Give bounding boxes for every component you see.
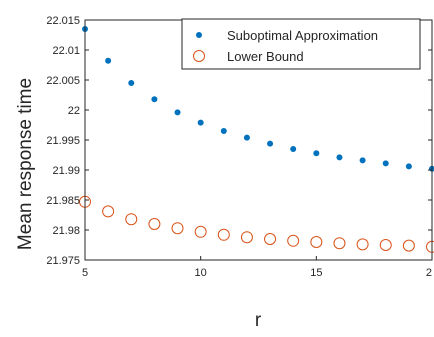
data-points <box>79 26 434 253</box>
data-point-lower-bound <box>264 233 277 245</box>
data-point-suboptimal-approximation <box>220 128 227 134</box>
legend-label-suboptimal-approximation: Suboptimal Approximation <box>227 28 378 43</box>
y-tick-label: 21.995 <box>46 135 80 147</box>
y-tick-label: 21.985 <box>46 195 80 207</box>
legend: Suboptimal Approximation Lower Bound <box>181 18 421 70</box>
y-tick-label: 21.98 <box>52 225 80 237</box>
x-tick-label: 15 <box>310 267 322 279</box>
data-point-suboptimal-approximation <box>197 119 204 126</box>
data-point-lower-bound <box>426 240 434 253</box>
y-tick-label: 21.975 <box>46 255 80 267</box>
data-point-suboptimal-approximation <box>313 150 320 157</box>
data-point-suboptimal-approximation <box>105 57 112 64</box>
data-point-lower-bound <box>356 238 369 251</box>
y-tick-label: 22 <box>68 105 80 117</box>
data-point-lower-bound <box>125 213 138 226</box>
x-tick-label: 5 <box>82 267 88 279</box>
data-point-suboptimal-approximation <box>336 154 343 161</box>
data-point-lower-bound <box>217 228 230 241</box>
data-point-lower-bound <box>194 225 207 238</box>
x-tick-label: 2 <box>426 267 432 279</box>
legend-marker-suboptimal-approximation <box>196 32 202 38</box>
data-point-suboptimal-approximation <box>151 96 158 103</box>
data-point-suboptimal-approximation <box>290 146 297 152</box>
data-point-lower-bound <box>333 237 346 250</box>
data-point-suboptimal-approximation <box>405 163 412 170</box>
legend-box <box>181 18 421 70</box>
y-tick-label: 21.99 <box>52 165 80 177</box>
legend-label-lower-bound: Lower Bound <box>227 49 304 64</box>
data-point-suboptimal-approximation <box>128 80 135 86</box>
data-point-suboptimal-approximation <box>359 157 366 164</box>
x-axis-label: r <box>255 310 262 331</box>
data-point-suboptimal-approximation <box>382 160 389 167</box>
data-point-lower-bound <box>310 236 323 248</box>
data-point-lower-bound <box>240 231 253 244</box>
data-point-lower-bound <box>402 239 415 252</box>
axis-ticks: 21.975 21.98 21.985 21.99 21.995 22 22.005 22.0… <box>46 15 433 279</box>
data-point-lower-bound <box>148 218 161 230</box>
data-point-suboptimal-approximation <box>267 140 274 147</box>
data-point-lower-bound <box>171 222 184 235</box>
y-tick-label: 22.015 <box>46 15 80 27</box>
x-tick-label: 10 <box>195 267 207 279</box>
y-tick-label: 22.005 <box>46 75 80 87</box>
data-point-lower-bound <box>379 239 392 251</box>
data-point-lower-bound <box>287 234 300 247</box>
legend-marker-lower-bound <box>193 50 205 62</box>
y-tick-label: 22.01 <box>52 45 80 57</box>
data-point-lower-bound <box>102 205 115 218</box>
y-axis-label: Mean response time <box>15 78 36 250</box>
data-point-suboptimal-approximation <box>174 109 181 116</box>
data-point-suboptimal-approximation <box>243 134 250 141</box>
